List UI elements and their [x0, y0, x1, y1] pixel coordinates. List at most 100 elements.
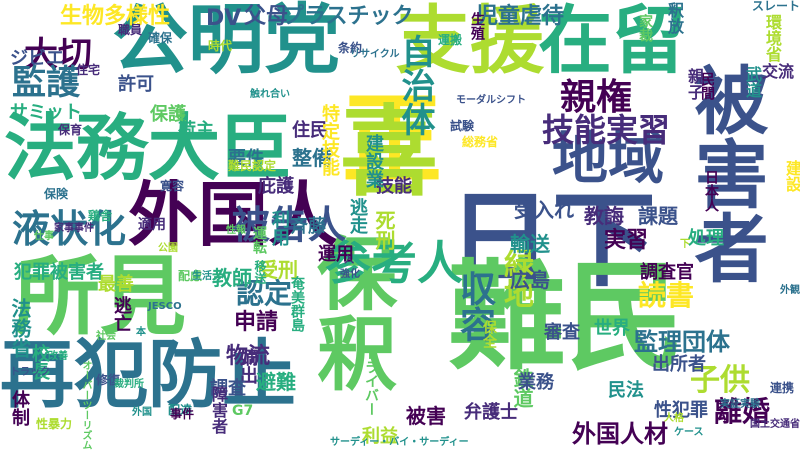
cloud-word: ドライバー — [363, 346, 379, 416]
cloud-word: 喜 — [340, 96, 439, 210]
cloud-word: 業務 — [518, 372, 554, 393]
cloud-word: 技能 — [376, 176, 412, 197]
cloud-word: 読書 — [638, 279, 695, 312]
cloud-word: 死刑 — [372, 210, 396, 250]
cloud-word: サミット — [10, 102, 82, 123]
cloud-word: 本 — [136, 327, 146, 338]
cloud-word: 監理団体 — [634, 328, 730, 356]
cloud-word: 調査官 — [640, 262, 694, 283]
cloud-word: 日本人 — [703, 170, 719, 212]
cloud-word: 教誨 — [584, 204, 624, 228]
cloud-word: 液状化 — [12, 207, 127, 251]
cloud-word: 運転 — [251, 226, 267, 254]
cloud-word: 武道 — [743, 66, 762, 98]
cloud-word: 審査 — [544, 322, 580, 343]
cloud-word: 再犯防止 — [0, 332, 296, 418]
cloud-word: 認定 — [236, 277, 293, 310]
cloud-word: リサイクル — [350, 49, 400, 60]
cloud-word: 整備 — [292, 146, 332, 170]
cloud-word: 児童虐待 — [476, 4, 565, 29]
cloud-word: 被害 — [406, 404, 446, 428]
cloud-word: 被告人 — [232, 203, 347, 247]
cloud-word: 逃走 — [347, 198, 368, 234]
cloud-word: 斉藤 — [290, 216, 326, 237]
cloud-word: 地域 — [552, 127, 664, 192]
cloud-word: 移送 — [253, 260, 267, 284]
cloud-word: 外観 — [780, 285, 800, 296]
cloud-word: 確保 — [148, 31, 173, 45]
cloud-word: 親子 — [685, 68, 704, 100]
cloud-word: 嫡出 — [237, 348, 258, 384]
cloud-word: トラック — [10, 367, 50, 378]
cloud-word: 逃亡 — [111, 296, 132, 332]
cloud-word: 監護 — [12, 63, 80, 103]
cloud-word: 障害者 — [209, 386, 228, 434]
cloud-word: 自治体 — [395, 34, 435, 136]
cloud-word: 技能実習 — [542, 111, 671, 149]
cloud-word: 建設業 — [363, 134, 384, 188]
cloud-word: 時代 — [208, 39, 233, 53]
cloud-word: 総務省 — [462, 135, 499, 149]
cloud-word: 生殖 — [469, 12, 485, 40]
cloud-word: 性暴力 — [36, 417, 73, 431]
cloud-word: 適用 — [138, 217, 166, 233]
cloud-word: 調査 — [210, 378, 246, 399]
cloud-word: 建設 — [783, 160, 800, 192]
cloud-word: 保全 — [481, 320, 497, 348]
cloud-word: 生物多様性 — [60, 4, 171, 29]
cloud-word: 物流 — [226, 344, 271, 369]
cloud-word: 保育 — [58, 123, 83, 137]
cloud-word: 修復 — [96, 373, 121, 387]
cloud-word: 受刑 — [258, 258, 298, 282]
cloud-word: 利用 — [269, 210, 290, 246]
cloud-word: 触れ合い — [250, 89, 290, 100]
cloud-word: 職員 — [118, 23, 143, 37]
cloud-word: 仕事 — [34, 231, 54, 242]
cloud-word: 許可 — [118, 74, 154, 95]
cloud-word: 庇護 — [258, 176, 294, 197]
cloud-word: 下 — [680, 239, 690, 250]
cloud-word: 要件 — [228, 148, 264, 169]
cloud-word: 交流 — [762, 62, 795, 81]
cloud-word: 子供 — [690, 363, 750, 398]
cloud-word: 保釈 — [304, 232, 397, 392]
cloud-word: 法務大臣 — [4, 106, 293, 190]
cloud-word: 住宅 — [76, 63, 101, 77]
cloud-word: 課題 — [638, 204, 678, 228]
cloud-word: 国土交通省 — [750, 419, 800, 430]
cloud-word: 犯罪被害者 — [14, 262, 104, 283]
cloud-word: 保護 — [150, 104, 186, 125]
cloud-word: 運搬 — [438, 33, 463, 47]
cloud-word: 支援 — [396, 0, 544, 84]
cloud-word: 外国人材 — [572, 420, 668, 448]
cloud-word: 事件 — [170, 407, 195, 421]
cloud-word: 受入れ — [514, 198, 574, 222]
cloud-word: 教師 — [212, 266, 252, 290]
cloud-word: 配達 — [168, 403, 193, 417]
cloud-word: 最善 — [98, 274, 134, 295]
cloud-word: 環境省 — [763, 14, 782, 62]
cloud-word: 世界 — [594, 318, 630, 339]
cloud-word: 親権 — [560, 77, 633, 118]
cloud-word: 輸送 — [510, 232, 550, 256]
cloud-word: 公明党 — [112, 0, 340, 84]
cloud-word: 父母 — [244, 4, 289, 29]
cloud-word: 処理 — [688, 228, 724, 249]
cloud-word: 大切 — [24, 35, 92, 75]
cloud-word: 性犯罪 — [654, 400, 708, 421]
cloud-word: 離婚 — [714, 395, 771, 428]
cloud-word: 連携 — [770, 381, 795, 395]
cloud-word: 校長 — [29, 344, 50, 380]
cloud-word: 寛容 — [160, 179, 185, 193]
cloud-word: 民間 — [699, 72, 715, 100]
cloud-word: 荷主 — [178, 120, 214, 141]
cloud-word: G7 — [232, 403, 254, 419]
cloud-word: プラスチック — [282, 4, 414, 29]
cloud-word: JESCO — [148, 301, 182, 312]
cloud-word: 利益 — [362, 426, 398, 447]
cloud-word: 運用 — [318, 244, 354, 265]
cloud-word: 強化 — [340, 269, 360, 280]
cloud-word: DV — [206, 6, 242, 31]
cloud-word: 収容 — [454, 270, 495, 342]
